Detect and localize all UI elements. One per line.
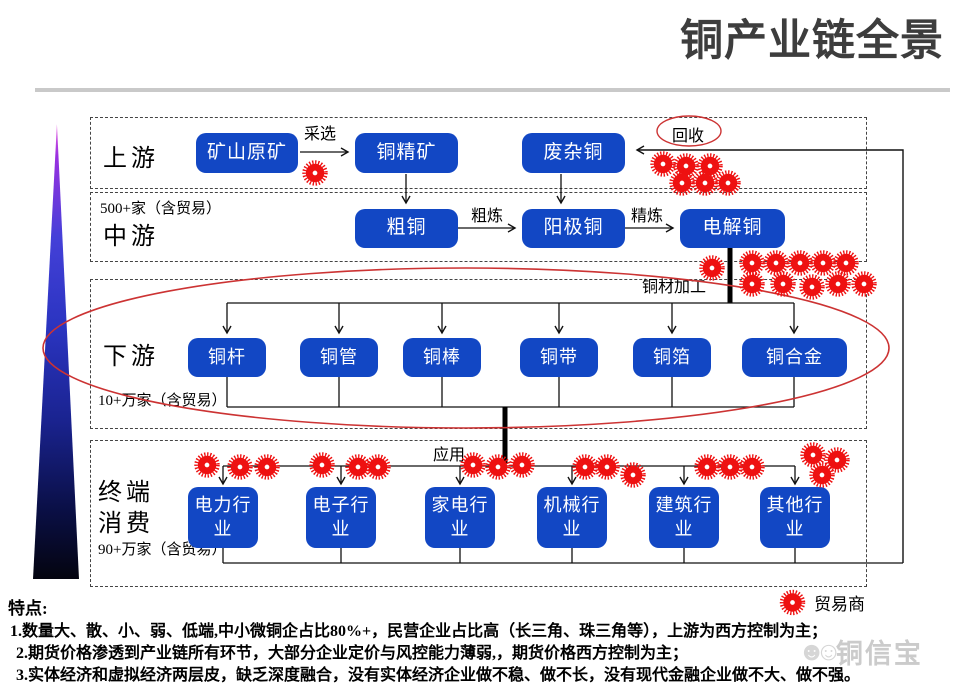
recycle-loop-line <box>635 145 904 563</box>
trader-legend-label: 贸易商 <box>814 595 865 614</box>
label-consumption: 终端消费 <box>98 480 154 538</box>
box-mine-ore: 矿山原矿 <box>196 133 298 173</box>
box-copper-strip: 铜带 <box>520 338 598 377</box>
label-downstream: 下游 <box>103 344 159 370</box>
count-midstream: 500+家（含贸易） <box>100 201 221 217</box>
trader-gear-icon <box>227 454 254 481</box>
watermark: ☻☺ 铜信宝 <box>798 632 923 671</box>
page-title: 铜产业链全景 <box>680 17 944 65</box>
trader-gear-icon <box>594 454 621 481</box>
box-power-industry: 电力行业 <box>188 487 258 548</box>
box-copper-rod: 铜杆 <box>188 338 266 377</box>
trader-gear-icon <box>485 454 512 481</box>
box-other-industry: 其他行业 <box>760 487 830 548</box>
label-smelting: 粗炼 <box>471 208 504 225</box>
label-refining: 精炼 <box>631 208 664 225</box>
trader-gear-icon <box>739 454 766 481</box>
box-construction-industry: 建筑行业 <box>649 487 719 548</box>
watermark-text: 铜信宝 <box>835 639 923 669</box>
downstream-highlight-ellipse <box>42 267 890 429</box>
trader-gear-icon <box>365 454 392 481</box>
trader-gear-icon <box>770 271 797 298</box>
feature-line-1: 1.数量大、散、小、弱、低端,中小微铜企占比80%+，民营企业占比高（长三角、珠… <box>10 623 828 640</box>
label-midstream: 中游 <box>103 224 159 250</box>
box-copper-tube: 铜管 <box>300 338 378 377</box>
box-blister-copper: 粗铜 <box>355 209 458 248</box>
box-electronics-industry: 电子行业 <box>306 487 376 548</box>
trader-legend: 贸易商 <box>779 589 865 616</box>
label-copper-processing: 铜材加工 <box>642 279 707 296</box>
trader-gear-icon <box>620 462 647 489</box>
trader-gear-icon <box>302 160 329 187</box>
trader-gear-icon <box>809 462 836 489</box>
feature-line-3: 3.实体经济和虚拟经济两层皮，缺乏深度融合，没有实体经济企业做不稳、做不长，没有… <box>16 666 861 684</box>
features-heading: 特点: <box>8 599 48 618</box>
trader-gear-icon <box>254 454 281 481</box>
recycle-highlight-ellipse <box>656 115 722 147</box>
box-copper-concentrate: 铜精矿 <box>355 133 458 173</box>
box-scrap-copper: 废杂铜 <box>522 133 625 173</box>
label-mining-selection: 采选 <box>304 126 337 143</box>
title-divider <box>35 88 950 92</box>
trader-gear-icon <box>509 452 536 479</box>
box-anode-copper: 阳极铜 <box>522 209 625 248</box>
band-midstream <box>90 192 867 262</box>
trader-gear-icon <box>739 271 766 298</box>
label-upstream: 上游 <box>103 146 159 172</box>
features-block: 特点: 1.数量大、散、小、弱、低端,中小微铜企占比80%+，民营企业占比高（长… <box>8 594 956 687</box>
trader-gear-icon <box>460 452 487 479</box>
box-copper-bar: 铜棒 <box>403 338 481 377</box>
trader-gear-icon <box>779 589 806 616</box>
box-appliance-industry: 家电行业 <box>425 487 495 548</box>
label-recycle: 回收 <box>672 128 705 145</box>
trader-gear-icon <box>851 271 878 298</box>
band-upstream <box>90 117 867 189</box>
label-application: 应用 <box>433 447 466 464</box>
trader-gear-icon <box>715 170 742 197</box>
box-machinery-industry: 机械行业 <box>537 487 607 548</box>
box-copper-alloy: 铜合金 <box>742 338 847 377</box>
trader-gear-icon <box>799 274 826 301</box>
box-cathode-copper: 电解铜 <box>680 209 785 248</box>
band-consumption <box>90 440 867 587</box>
box-copper-foil: 铜箔 <box>633 338 711 377</box>
trader-gear-icon <box>194 452 221 479</box>
trader-gear-icon <box>699 255 726 282</box>
feature-line-2: 2.期货价格渗透到产业链所有环节，大部分企业定价与风控能力薄弱,，期货价格西方控… <box>16 644 689 662</box>
trader-gear-icon <box>309 452 336 479</box>
trader-gear-icon <box>825 271 852 298</box>
